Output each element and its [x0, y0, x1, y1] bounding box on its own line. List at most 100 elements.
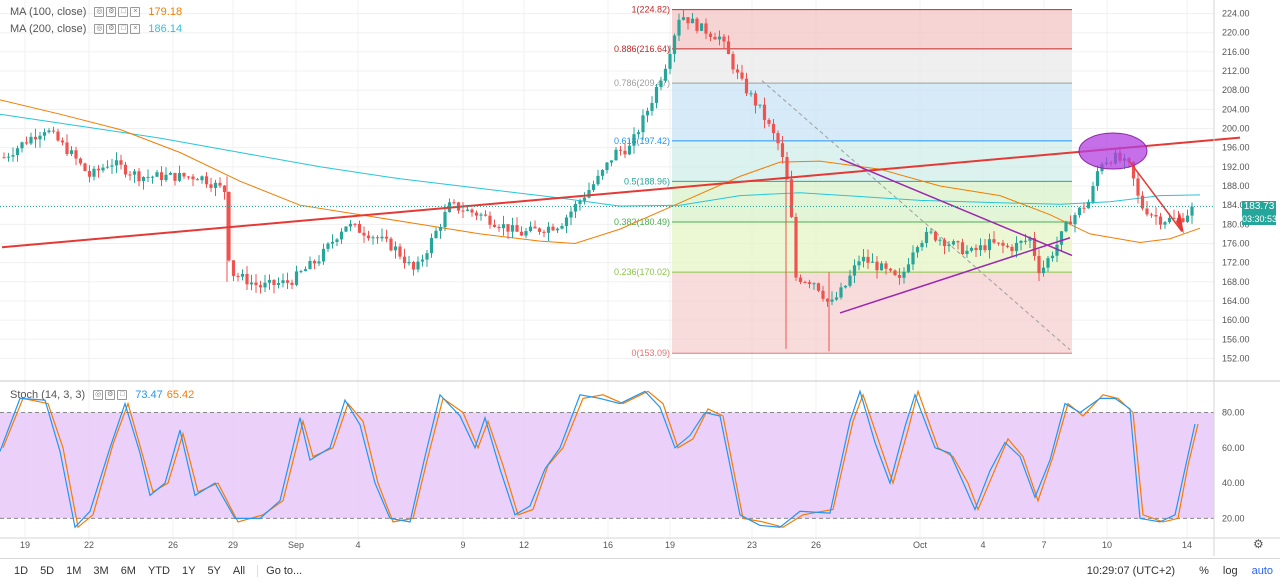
- ma200-label: MA (200, close): [10, 23, 87, 35]
- candle-body: [65, 142, 69, 155]
- stoch-d-value: 65.42: [166, 389, 195, 401]
- eye-icon[interactable]: ◎: [94, 7, 105, 17]
- ma200-controls[interactable]: ◎ ⚙ □ ×: [94, 24, 141, 34]
- candle-body: [267, 279, 272, 283]
- goto-button[interactable]: Go to...: [257, 565, 310, 577]
- more-icon[interactable]: □: [118, 24, 129, 34]
- timeframe-5d[interactable]: 5D: [40, 565, 55, 577]
- settings-icon[interactable]: ⚙: [106, 24, 117, 34]
- bottom-right-controls: 10:29:07 (UTC+2) % log auto: [1080, 559, 1280, 583]
- time-tick-label: 12: [519, 540, 529, 550]
- price-tick-label: 192.00: [1222, 162, 1250, 172]
- candle-body: [465, 209, 470, 211]
- candle-body: [24, 142, 29, 144]
- candle-body: [528, 226, 533, 232]
- ma100-controls[interactable]: ◎ ⚙ □ ×: [94, 7, 141, 17]
- time-tick-label: 19: [665, 540, 675, 550]
- candle-body: [780, 143, 785, 158]
- trendline-red: [1, 136, 1241, 249]
- candle-body: [461, 210, 465, 212]
- candle-body: [789, 179, 794, 217]
- candle-body: [1167, 217, 1172, 223]
- candle-body: [294, 271, 299, 285]
- price-tick-label: 160.00: [1222, 315, 1250, 325]
- gear-icon[interactable]: ⚙: [1253, 537, 1264, 551]
- settings-icon[interactable]: ⚙: [106, 7, 117, 17]
- more-icon[interactable]: □: [118, 7, 129, 17]
- price-tick-label: 216.00: [1222, 47, 1250, 57]
- candle-body: [150, 176, 155, 178]
- fib-trend-dashed-line: [761, 80, 1071, 351]
- candle-body: [569, 211, 573, 218]
- candle-body: [506, 224, 510, 232]
- legend-ma100[interactable]: MA (100, close) ◎ ⚙ □ × 179.18: [10, 4, 182, 20]
- candle-body: [839, 287, 843, 298]
- timeframe-1m[interactable]: 1M: [66, 565, 82, 577]
- time-tick-label: Oct: [913, 540, 928, 550]
- eye-icon[interactable]: ◎: [94, 24, 105, 34]
- candle-body: [587, 190, 591, 198]
- candle-body: [249, 282, 254, 285]
- trend-drawings[interactable]: [1, 132, 1241, 314]
- eye-icon[interactable]: ◎: [93, 390, 104, 400]
- percent-toggle[interactable]: %: [1199, 565, 1209, 577]
- candle-body: [443, 212, 447, 228]
- stoch-label: Stoch (14, 3, 3): [10, 389, 86, 401]
- candle-body: [974, 247, 978, 251]
- close-icon[interactable]: ×: [130, 7, 141, 17]
- more-icon[interactable]: □: [117, 390, 128, 400]
- timeframe-3m[interactable]: 3M: [93, 565, 109, 577]
- price-tick-label: 156.00: [1222, 334, 1250, 344]
- timeframe-5y[interactable]: 5Y: [207, 565, 221, 577]
- candle-body: [915, 247, 920, 253]
- candle-body: [1041, 267, 1046, 274]
- legend-stoch[interactable]: Stoch (14, 3, 3) ◎ ⚙ □ 73.47 65.42: [10, 387, 194, 403]
- timeframe-all[interactable]: All: [232, 565, 246, 577]
- candle-body: [213, 182, 218, 188]
- candle-body: [816, 283, 821, 291]
- candle-body: [168, 172, 173, 175]
- candle-body: [726, 41, 731, 55]
- fibonacci-retracement[interactable]: 1(224.82) 0.886(216.64) 0.786(209.47) 0.618…: [614, 5, 1072, 359]
- candle-body: [1154, 214, 1158, 217]
- candle-body: [204, 176, 209, 185]
- timeframe-1d[interactable]: 1D: [14, 565, 29, 577]
- candle-body: [285, 280, 290, 283]
- candle-body: [641, 115, 645, 133]
- candle-body: [236, 275, 240, 277]
- price-chart[interactable]: 1(224.82) 0.886(216.64) 0.786(209.47) 0.618…: [0, 0, 1280, 558]
- candle-body: [893, 270, 897, 276]
- settings-icon[interactable]: ⚙: [105, 390, 116, 400]
- candle-body: [902, 271, 906, 278]
- candle-body: [564, 217, 569, 227]
- candle-body: [159, 172, 164, 181]
- arrow-head-icon: [1176, 212, 1184, 234]
- candle-body: [866, 256, 870, 263]
- stoch-d-line: [2, 389, 1199, 529]
- candle-body: [573, 203, 578, 212]
- close-icon[interactable]: ×: [130, 24, 141, 34]
- stoch-controls[interactable]: ◎ ⚙ □: [93, 390, 128, 400]
- timeframe-ytd[interactable]: YTD: [147, 565, 170, 577]
- moving-averages: [0, 99, 1201, 245]
- triangle-lower-line: [839, 237, 1071, 314]
- candle-body: [960, 242, 965, 255]
- auto-toggle[interactable]: auto: [1251, 565, 1273, 577]
- candle-body: [861, 256, 866, 262]
- timeframe-6m[interactable]: 6M: [120, 565, 136, 577]
- candle-body: [389, 238, 393, 251]
- candle-body: [353, 223, 357, 225]
- candle-body: [60, 140, 65, 143]
- candle-body: [317, 261, 321, 264]
- candle-body: [222, 185, 227, 192]
- timeframe-1y[interactable]: 1Y: [181, 565, 196, 577]
- stochastic-panel: [0, 389, 1214, 529]
- candle-body: [600, 170, 605, 176]
- log-toggle[interactable]: log: [1222, 565, 1238, 577]
- last-price-tag: 183.73: [1242, 201, 1276, 213]
- candle-body: [245, 273, 249, 285]
- legend-ma200[interactable]: MA (200, close) ◎ ⚙ □ × 186.14: [10, 21, 182, 37]
- candle-body: [951, 241, 956, 245]
- fib-label: 0.886(216.64): [614, 44, 670, 54]
- candle-body: [956, 241, 960, 243]
